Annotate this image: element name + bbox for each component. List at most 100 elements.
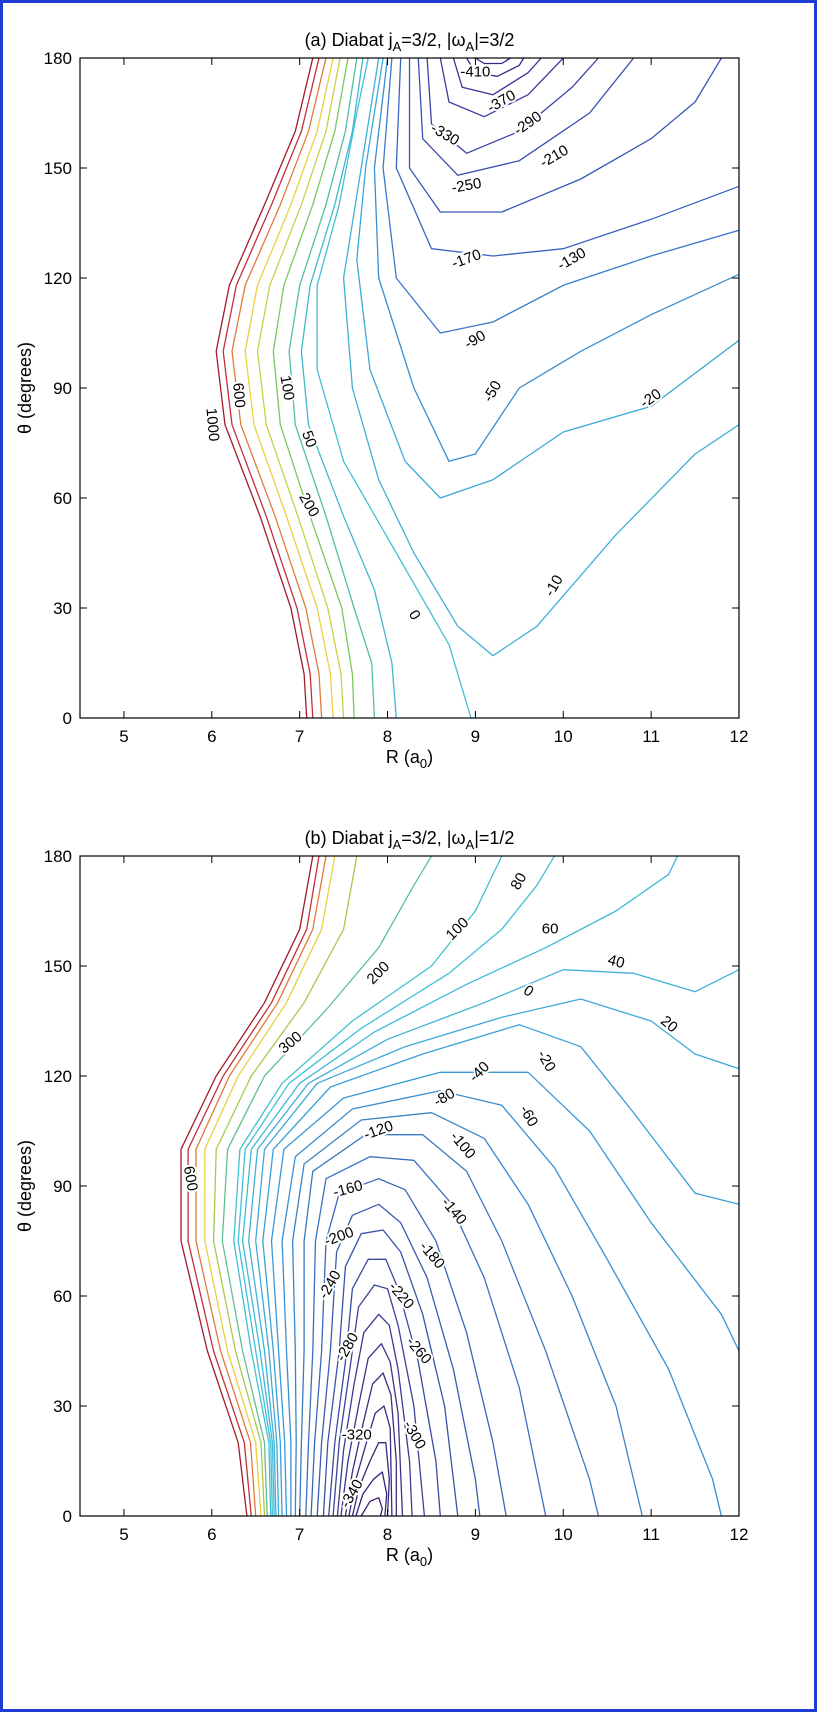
contour-line [332,1284,426,1516]
contour-line [270,1071,739,1516]
xlabel-part: R (a [386,1545,421,1565]
contour-line [356,58,739,499]
y-tick-label: 150 [44,957,72,976]
contour-line [344,1372,397,1516]
contour-label: -210 [537,142,572,172]
x-tick-label: 6 [207,1525,216,1544]
contour-line [310,1178,507,1516]
y-axis-label: θ (degrees) [15,342,35,434]
y-tick-label: 60 [53,1287,72,1306]
contour-label: 20 [657,1012,681,1036]
contour-line [355,1471,388,1516]
contour-line [180,856,314,1516]
contour-line [408,58,722,213]
contour-line [221,856,433,1516]
xlabel-part: ) [427,747,433,767]
contour-line [322,1229,459,1516]
contour-line [237,856,556,1516]
title-part: A [466,39,475,54]
contour-line [288,58,376,718]
contour-figure: 1000600200100500-10-20-50-90-130-170-210… [15,30,748,1569]
y-tick-label: 120 [44,1067,72,1086]
contour-line [195,856,327,1516]
contour-line [340,1343,404,1516]
xlabel-sub: 0 [420,756,427,771]
chart-title: (a) Diabat jA=3/2, |ωA|=3/2 [305,30,515,54]
contour-label: 1000 [202,407,222,442]
contour-label: -80 [431,1085,458,1111]
chart-title: (b) Diabat jA=3/2, |ωA|=1/2 [305,828,515,852]
y-tick-label: 60 [53,489,72,508]
contour-line [231,58,327,718]
panel-b: 600300200100806040200-20-40-60-80-100-12… [15,828,748,1569]
contour-label: 200 [364,958,394,988]
y-tick-label: 150 [44,159,72,178]
y-tick-label: 30 [53,1397,72,1416]
contour-label: 100 [276,374,297,402]
contour-label: -160 [331,1177,364,1201]
y-axis-label: θ (degrees) [15,1140,35,1232]
contour-line [256,58,345,718]
x-axis-label: R (a0) [386,1545,433,1569]
x-tick-label: 7 [295,1525,304,1544]
axes-box [79,855,740,1517]
contour-line [466,58,525,77]
xlabel-part: ) [427,1545,433,1565]
title-part: |=3/2 [474,30,514,50]
contour-line [382,58,739,334]
contour-line [475,58,511,65]
x-tick-label: 5 [119,727,128,746]
title-part: A [393,837,402,852]
contour-line [336,1313,413,1516]
contour-lines [215,58,739,718]
contour-label: 80 [507,870,530,893]
y-tick-label: 180 [44,49,72,68]
contour-line [262,1024,739,1516]
y-tick-label: 120 [44,269,72,288]
contour-line [426,58,599,154]
contour-label: -300 [399,1418,429,1453]
x-tick-label: 11 [642,727,660,746]
panel-a: 1000600200100500-10-20-50-90-130-170-210… [15,30,748,771]
contour-label: -90 [461,327,488,353]
y-tick-label: 0 [63,709,72,728]
y-tick-label: 90 [53,379,72,398]
contour-line [204,856,336,1516]
contour-label: -20 [637,385,665,411]
contour-line [348,1405,393,1516]
contour-label: -170 [449,246,483,272]
contour-label: -20 [533,1047,559,1074]
x-tick-label: 5 [119,1525,128,1544]
contour-line [316,1203,481,1516]
contour-line [351,1442,390,1516]
contour-label: 300 [275,1028,305,1057]
contour-label: 0 [520,982,537,1001]
contour-line [281,1090,723,1516]
contour-label: -250 [450,175,483,197]
contour-line [222,58,320,718]
contour-label: -260 [403,1334,435,1368]
title-part: A [393,39,402,54]
contour-label: -40 [466,1058,493,1085]
contour-line [241,856,679,1516]
contour-line [272,58,355,718]
x-tick-label: 10 [554,1525,573,1544]
x-tick-label: 7 [295,727,304,746]
x-tick-label: 9 [471,727,480,746]
contour-line [255,998,739,1516]
contour-line [373,58,739,462]
x-tick-label: 8 [383,727,392,746]
contour-line [417,58,635,176]
contour-line [305,1156,547,1516]
y-tick-label: 0 [63,1507,72,1526]
title-part: (b) Diabat j [305,828,393,848]
x-tick-label: 8 [383,1525,392,1544]
contour-line [244,58,334,718]
contour-label: -140 [438,1194,470,1228]
contour-line [233,856,503,1516]
contour-lines [180,856,739,1516]
contour-line [328,1258,441,1516]
contour-label: 60 [542,920,559,937]
x-tick-label: 6 [207,727,216,746]
